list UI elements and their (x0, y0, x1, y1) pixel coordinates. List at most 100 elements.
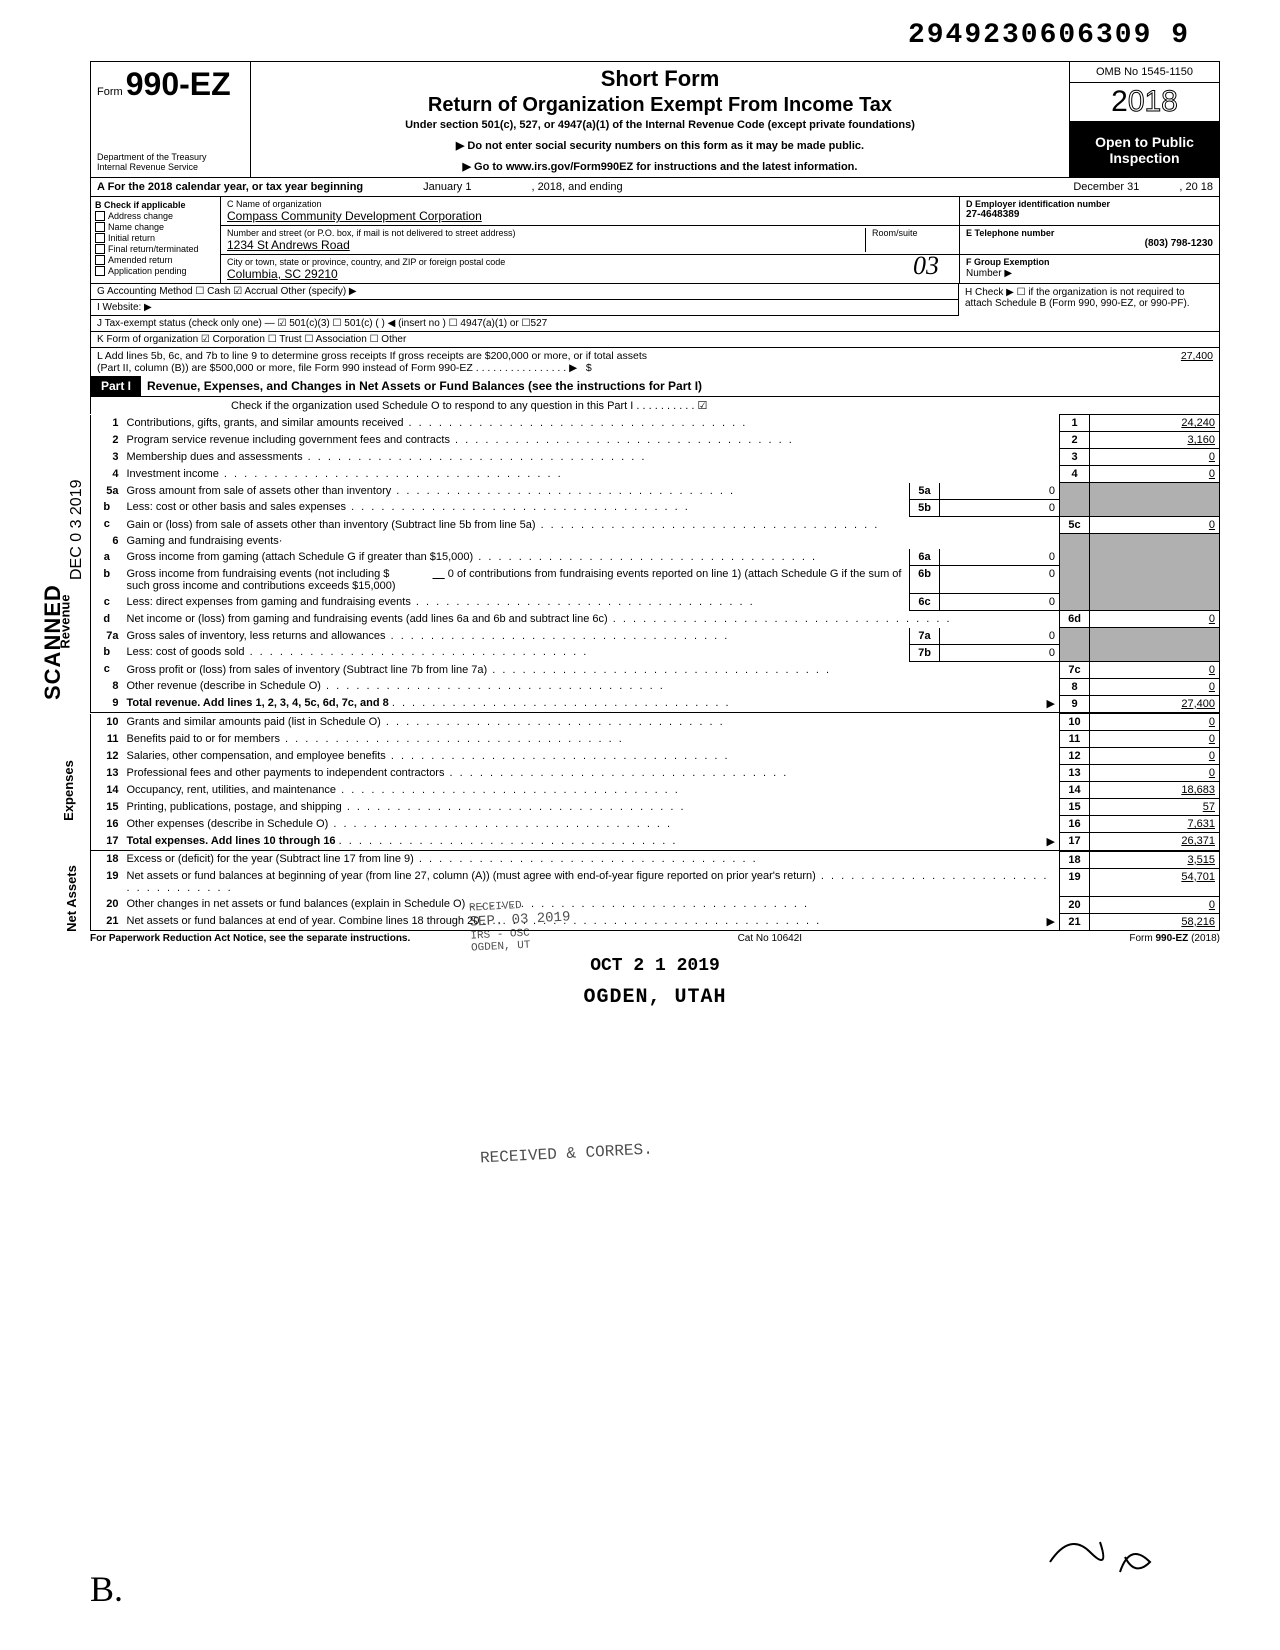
expenses-label: Expenses (61, 760, 76, 821)
line-20-val: 0 (1090, 896, 1220, 913)
form-number: 990-EZ (126, 66, 231, 102)
stamp-rec-corres: RECEIVED & CORRES. (480, 1140, 654, 1167)
cb-amended: Amended return (108, 255, 173, 265)
cb-initial: Initial return (108, 233, 155, 243)
footer-right: Form 990-EZ (2018) (1129, 933, 1220, 944)
handwritten-b: B. (90, 1568, 123, 1610)
ghi-left: G Accounting Method ☐ Cash ☑ Accrual Oth… (91, 284, 959, 316)
year-018: 018 (1128, 85, 1178, 118)
city-row: City or town, state or province, country… (221, 255, 959, 283)
row-h: H Check ▶ ☐ if the organization is not r… (959, 284, 1219, 316)
line-13-val: 0 (1090, 765, 1220, 782)
form-header: Form 990-EZ Department of the Treasury I… (90, 61, 1220, 177)
line-11-val: 0 (1090, 731, 1220, 748)
city: Columbia, SC 29210 (227, 267, 953, 281)
line-5c-val: 0 (1090, 516, 1220, 533)
name-label: C Name of organization (227, 199, 953, 209)
row-l2: (Part II, column (B)) are $500,000 or mo… (97, 362, 473, 374)
col-def: D Employer identification number 27-4648… (959, 197, 1219, 283)
line-5c-desc: Gain or (loss) from sale of assets other… (127, 519, 536, 531)
row-i: I Website: ▶ (91, 300, 958, 316)
line-6b-desc: Gross income from fundraising events (no… (127, 568, 390, 580)
row-a-label: A For the 2018 calendar year, or tax yea… (97, 181, 363, 193)
line-11-desc: Benefits paid to or for members (127, 733, 280, 745)
line-10-val: 0 (1090, 714, 1220, 731)
col-b: B Check if applicable Address change Nam… (91, 197, 221, 283)
footer-mid: Cat No 10642I (738, 933, 803, 944)
line-6b-val: 0 (940, 566, 1060, 594)
line-9-val: 27,400 (1090, 695, 1220, 713)
line-6c-val: 0 (940, 594, 1060, 611)
open-line-2: Inspection (1072, 150, 1217, 166)
check-final[interactable] (95, 244, 105, 254)
check-amended[interactable] (95, 255, 105, 265)
title-cell: Short Form Return of Organization Exempt… (251, 62, 1069, 177)
netassets-label: Net Assets (64, 865, 79, 932)
line-6a-val: 0 (940, 549, 1060, 566)
short-form-title: Short Form (261, 66, 1059, 92)
expenses-table: 10Grants and similar amounts paid (list … (90, 713, 1220, 851)
org-name: Compass Community Development Corporatio… (227, 209, 953, 223)
line-5b-desc: Less: cost or other basis and sales expe… (127, 501, 347, 513)
line-6d-val: 0 (1090, 611, 1220, 628)
line-5a-val: 0 (940, 483, 1060, 500)
line-19-desc: Net assets or fund balances at beginning… (127, 870, 816, 882)
phone-label: E Telephone number (966, 228, 1213, 238)
check-address[interactable] (95, 211, 105, 221)
ein-row: D Employer identification number 27-4648… (960, 197, 1219, 226)
row-j: J Tax-exempt status (check only one) — ☑… (90, 316, 1220, 332)
line-3-val: 0 (1090, 449, 1220, 466)
line-7b-desc: Less: cost of goods sold (127, 646, 245, 658)
line-7a-val: 0 (940, 628, 1060, 645)
line-17-desc: Total expenses. Add lines 10 through 16 (127, 835, 336, 847)
row-k: K Form of organization ☑ Corporation ☐ T… (90, 332, 1220, 348)
cb-address: Address change (108, 211, 173, 221)
line-14-val: 18,683 (1090, 782, 1220, 799)
line-2-val: 3,160 (1090, 432, 1220, 449)
line-8-desc: Other revenue (describe in Schedule O) (127, 680, 321, 692)
info-grid: B Check if applicable Address change Nam… (90, 197, 1220, 284)
check-pending[interactable] (95, 266, 105, 276)
line-6a-desc: Gross income from gaming (attach Schedul… (127, 551, 474, 563)
row-l1: L Add lines 5b, 6c, and 7b to line 9 to … (97, 350, 647, 362)
stamp-oct-date: OCT 2 1 2019 (90, 956, 1220, 976)
room-suite: Room/suite (865, 228, 955, 252)
line-6d-desc: Net income or (loss) from gaming and fun… (127, 613, 608, 625)
form-number-cell: Form 990-EZ Department of the Treasury I… (91, 62, 251, 177)
revenue-label: Revenue (58, 594, 73, 648)
line-7c-val: 0 (1090, 661, 1220, 678)
row-a: A For the 2018 calendar year, or tax yea… (90, 177, 1220, 197)
line-19-val: 54,701 (1090, 868, 1220, 896)
line-7c-desc: Gross profit or (loss) from sales of inv… (127, 664, 488, 676)
row-a-2018: , 2018, and ending (531, 181, 622, 193)
cb-name: Name change (108, 222, 164, 232)
handwritten-03: 03 (913, 251, 939, 281)
stamp-received-corres: RECEIVED & CORRES. (480, 1140, 654, 1167)
street-label: Number and street (or P.O. box, if mail … (227, 228, 953, 238)
line-12-val: 0 (1090, 748, 1220, 765)
col-b-label: B Check if applicable (95, 200, 186, 210)
omb-number: OMB No 1545-1150 (1070, 62, 1219, 83)
line-16-val: 7,631 (1090, 816, 1220, 833)
phone-value: (803) 798-1230 (966, 238, 1213, 249)
check-initial[interactable] (95, 233, 105, 243)
year-2: 2 (1111, 85, 1128, 118)
city-label: City or town, state or province, country… (227, 257, 953, 267)
netassets-table: 18Excess or (deficit) for the year (Subt… (90, 851, 1220, 932)
line-1-val: 24,240 (1090, 415, 1220, 432)
line-7a-desc: Gross sales of inventory, less returns a… (127, 630, 386, 642)
line-16-desc: Other expenses (describe in Schedule O) (127, 818, 329, 830)
line-7b-val: 0 (940, 644, 1060, 661)
part-1-row: Part I Revenue, Expenses, and Changes in… (90, 376, 1220, 397)
row-l: L Add lines 5b, 6c, and 7b to line 9 to … (90, 348, 1220, 376)
street: 1234 St Andrews Road (227, 238, 953, 252)
ein-label: D Employer identification number (966, 199, 1213, 209)
footer: For Paperwork Reduction Act Notice, see … (90, 931, 1220, 946)
line-8-val: 0 (1090, 678, 1220, 695)
main-title: Return of Organization Exempt From Incom… (261, 94, 1059, 117)
row-a-begin: January 1 (423, 181, 471, 193)
document-number: 2949230606309 9 (90, 20, 1220, 51)
line-21-desc: Net assets or fund balances at end of ye… (127, 915, 480, 927)
open-to-public: Open to Public Inspection (1070, 122, 1219, 177)
check-name[interactable] (95, 222, 105, 232)
